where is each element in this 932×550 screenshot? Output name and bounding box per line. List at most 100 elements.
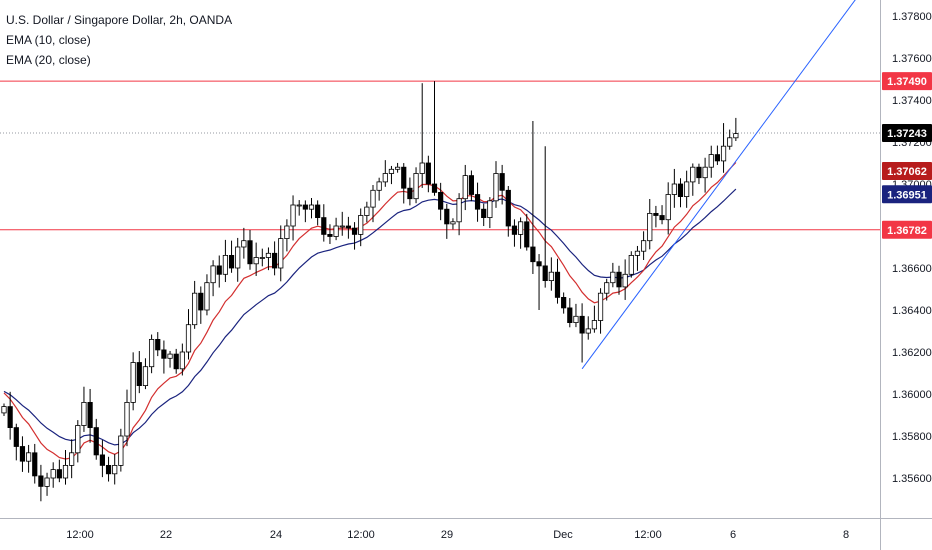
candle[interactable] — [265, 252, 272, 258]
candle[interactable] — [142, 366, 149, 387]
candle[interactable] — [542, 265, 548, 281]
candle[interactable] — [99, 454, 105, 466]
candle[interactable] — [659, 215, 665, 221]
candle[interactable] — [333, 225, 339, 237]
candle[interactable] — [450, 221, 456, 225]
candle[interactable] — [720, 145, 727, 162]
candle[interactable] — [56, 469, 62, 479]
candle[interactable] — [388, 168, 395, 174]
candle[interactable] — [376, 181, 382, 191]
candle[interactable] — [548, 271, 554, 282]
candle[interactable] — [105, 464, 112, 475]
ema10-legend[interactable]: EMA (10, close) — [6, 33, 91, 47]
candle[interactable] — [499, 173, 505, 191]
candle[interactable] — [44, 477, 50, 487]
candle[interactable] — [561, 296, 567, 309]
candle[interactable] — [364, 206, 370, 216]
candle[interactable] — [179, 351, 185, 370]
candle[interactable] — [524, 221, 530, 248]
candle[interactable] — [296, 204, 302, 207]
candle[interactable] — [327, 233, 333, 237]
candle[interactable] — [185, 324, 192, 353]
candle[interactable] — [511, 225, 518, 235]
candle[interactable] — [148, 338, 155, 368]
candle[interactable] — [247, 240, 253, 265]
candle[interactable] — [1, 406, 7, 414]
candle[interactable] — [173, 353, 179, 370]
candle[interactable] — [653, 212, 659, 216]
candle[interactable] — [438, 191, 444, 210]
candle[interactable] — [394, 166, 401, 170]
candle[interactable] — [167, 353, 173, 359]
candle[interactable] — [579, 315, 585, 334]
candle[interactable] — [32, 452, 38, 477]
candle[interactable] — [192, 292, 198, 326]
candle[interactable] — [641, 240, 647, 252]
candle[interactable] — [259, 257, 265, 259]
candle[interactable] — [93, 427, 99, 456]
candle[interactable] — [419, 162, 425, 174]
candle[interactable] — [38, 475, 44, 487]
candle[interactable] — [235, 246, 241, 269]
ema20-legend[interactable]: EMA (20, close) — [6, 53, 91, 67]
candle[interactable] — [112, 464, 118, 475]
candle[interactable] — [81, 401, 87, 426]
candle[interactable] — [616, 271, 622, 288]
candle[interactable] — [278, 238, 284, 269]
candle[interactable] — [634, 250, 641, 256]
candle[interactable] — [604, 282, 610, 294]
candle[interactable] — [62, 464, 69, 479]
candle[interactable] — [597, 292, 604, 321]
candle[interactable] — [708, 154, 714, 168]
candle[interactable] — [222, 254, 228, 275]
candle[interactable] — [25, 452, 32, 462]
candle[interactable] — [573, 315, 579, 323]
candle[interactable] — [253, 257, 259, 265]
candle[interactable] — [407, 187, 413, 200]
candle[interactable] — [474, 194, 481, 210]
candle[interactable] — [69, 452, 75, 466]
candle[interactable] — [702, 166, 708, 179]
candle[interactable] — [505, 189, 511, 227]
candle[interactable] — [671, 183, 677, 195]
candle[interactable] — [462, 175, 468, 200]
candle[interactable] — [493, 173, 499, 202]
candle[interactable] — [161, 349, 167, 359]
candle[interactable] — [13, 427, 19, 447]
candle[interactable] — [284, 225, 290, 240]
candle[interactable] — [610, 271, 616, 284]
candle[interactable] — [345, 225, 352, 229]
candle[interactable] — [358, 215, 364, 235]
ema10-line[interactable] — [3, 162, 737, 460]
candle[interactable] — [591, 320, 598, 330]
candle[interactable] — [339, 225, 345, 228]
candle[interactable] — [302, 204, 308, 210]
candle[interactable] — [118, 435, 124, 466]
candle[interactable] — [228, 254, 235, 269]
candle[interactable] — [382, 173, 388, 183]
candle[interactable] — [677, 183, 684, 198]
candle[interactable] — [130, 362, 136, 403]
candle[interactable] — [733, 133, 739, 139]
candle[interactable] — [690, 166, 696, 183]
candle[interactable] — [321, 217, 327, 235]
candle[interactable] — [19, 446, 26, 462]
candle[interactable] — [622, 273, 628, 288]
candle[interactable] — [241, 240, 247, 248]
candle[interactable] — [647, 212, 653, 242]
candle[interactable] — [554, 271, 561, 298]
candle[interactable] — [487, 200, 493, 219]
candle[interactable] — [425, 162, 431, 185]
candle[interactable] — [351, 227, 358, 235]
candle[interactable] — [444, 208, 450, 225]
candle[interactable] — [413, 173, 419, 200]
candle[interactable] — [308, 204, 315, 210]
trendline[interactable] — [581, 0, 859, 370]
candle[interactable] — [727, 137, 733, 147]
candle[interactable] — [50, 469, 56, 479]
candle[interactable] — [136, 362, 142, 387]
candle[interactable] — [536, 261, 542, 267]
candle[interactable] — [401, 166, 407, 189]
candle[interactable] — [155, 338, 161, 351]
